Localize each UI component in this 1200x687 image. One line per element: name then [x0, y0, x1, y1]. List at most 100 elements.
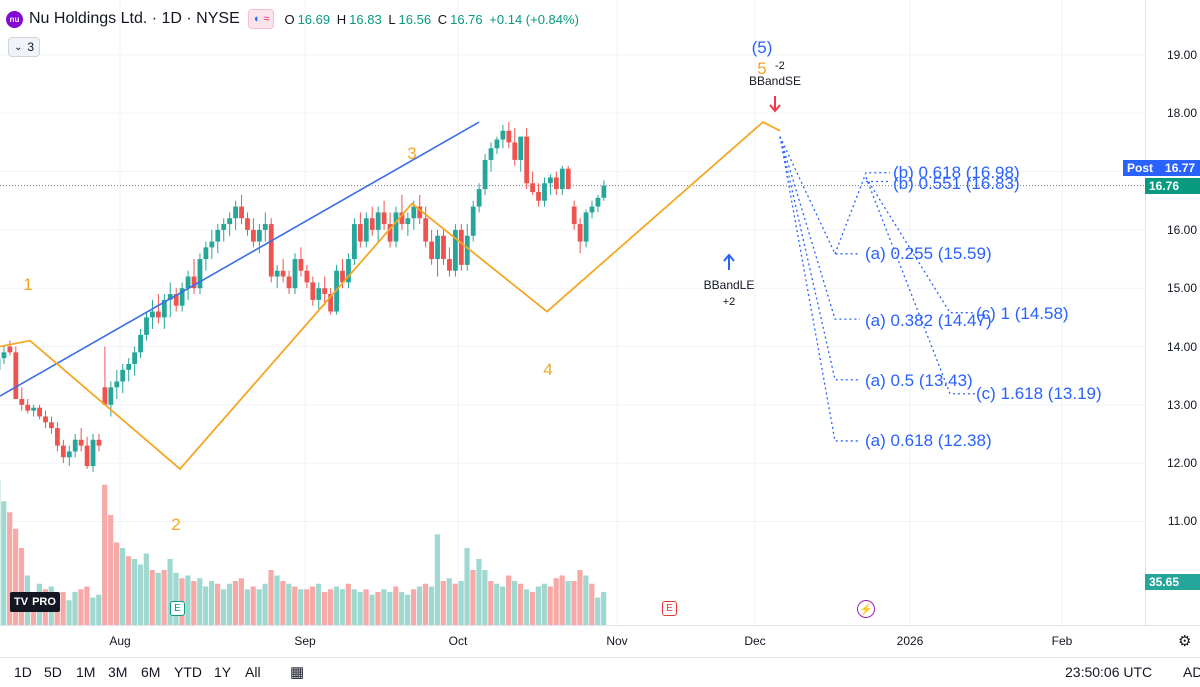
candle-body [358, 224, 363, 241]
earnings-letter: E [666, 603, 673, 614]
symbol-title[interactable]: Nu Holdings Ltd. · 1D · NYSE [29, 10, 240, 28]
price-axis[interactable]: 19.0018.0017.0016.0015.0014.0013.0012.00… [1145, 0, 1200, 625]
candle-body [55, 428, 60, 445]
candle-body [209, 242, 214, 248]
fib-level-label: (b) 0.551 (16.83) [893, 174, 1020, 193]
candle-body [120, 370, 125, 382]
range-button-1d[interactable]: 1D [14, 664, 32, 680]
candle-body [67, 451, 72, 457]
volume-bar [453, 584, 458, 625]
candle-body [204, 247, 209, 259]
candle-body [287, 277, 292, 289]
candle-body [578, 224, 583, 241]
candle-body [269, 224, 274, 276]
candle-body [530, 183, 535, 192]
wave-icon: ≈ [263, 13, 269, 25]
volume-bar [191, 581, 196, 625]
fib-level-label: (a) 0.255 (15.59) [865, 244, 992, 263]
low-value: 16.56 [399, 12, 432, 27]
volume-bar [435, 534, 440, 625]
candle-body [489, 148, 494, 160]
volume-bar [292, 587, 297, 626]
volume-value: 35.65 [1149, 575, 1179, 589]
compare-toggle[interactable]: ◖ ≈ [248, 9, 275, 29]
volume-bar [441, 581, 446, 625]
volume-bar [363, 589, 368, 625]
high-value: 16.83 [349, 12, 382, 27]
volume-bar [286, 584, 291, 625]
volume-bar [185, 576, 190, 626]
candle-body [560, 169, 565, 189]
open-label: O [284, 12, 294, 27]
settings-gear-icon[interactable]: ⚙ [1178, 632, 1191, 650]
candle-body [275, 271, 280, 277]
price-tick: 19.00 [1167, 48, 1197, 62]
range-button-5d[interactable]: 5D [44, 664, 62, 680]
candle-body [554, 177, 559, 189]
volume-bar [215, 584, 220, 625]
candle-body [114, 381, 119, 387]
volume-bar [221, 589, 226, 625]
candle-body [322, 288, 327, 294]
volume-bar [138, 565, 143, 626]
price-tick: 14.00 [1167, 340, 1197, 354]
lightning-alert-icon[interactable]: ⚡ [857, 600, 875, 618]
range-button-1m[interactable]: 1M [76, 664, 95, 680]
earnings-marker[interactable]: E [170, 601, 185, 616]
candle-body [429, 242, 434, 259]
indicators-toggle-button[interactable]: ⌄ 3 [8, 37, 40, 57]
chevron-down-icon: ⌄ [14, 42, 22, 53]
candle-body [518, 137, 523, 160]
range-button-3m[interactable]: 3M [108, 664, 127, 680]
volume-bar [524, 589, 529, 625]
range-button-ytd[interactable]: YTD [174, 664, 202, 680]
range-button-6m[interactable]: 6M [141, 664, 160, 680]
volume-bar [340, 589, 345, 625]
adjustment-toggle[interactable]: AD [1183, 664, 1200, 680]
volume-bar [280, 581, 285, 625]
volume-bar [197, 578, 202, 625]
volume-bar [322, 592, 327, 625]
tradingview-logo[interactable]: TV PRO [10, 592, 60, 612]
earnings-marker[interactable]: E [662, 601, 677, 616]
candle-body [37, 408, 42, 417]
calendar-icon[interactable]: ▦ [290, 663, 304, 681]
volume-bar [571, 581, 576, 625]
range-button-1y[interactable]: 1Y [214, 664, 231, 680]
range-button-all[interactable]: All [245, 664, 261, 680]
volume-bar [90, 598, 95, 626]
candle-body [376, 212, 381, 229]
candle-body [233, 207, 238, 219]
volume-bar [512, 581, 517, 625]
candle-body [370, 218, 375, 230]
candle-body [221, 224, 226, 230]
candle-body [299, 259, 304, 271]
candle-body [25, 405, 30, 411]
time-tick: 2026 [897, 634, 924, 648]
price-tick: 16.00 [1167, 223, 1197, 237]
wave-label-2: 2 [171, 515, 180, 534]
volume-bar [1, 501, 6, 625]
candle-body [251, 230, 256, 242]
volume-bar [387, 592, 392, 625]
half-circle-icon: ◖ [253, 13, 260, 25]
utc-clock[interactable]: 23:50:06 UTC [1065, 664, 1152, 680]
post-market-badge: Post 16.77 [1123, 160, 1200, 176]
fib-projection-line [780, 137, 860, 441]
volume-bar [96, 595, 101, 625]
candle-body [483, 160, 488, 189]
volume-bar [298, 589, 303, 625]
candle-body [73, 440, 78, 452]
candle-body [198, 259, 203, 288]
wave-label-4: 4 [543, 360, 552, 379]
volume-bar [447, 578, 452, 625]
volume-bar [500, 587, 505, 626]
volume-bar [393, 587, 398, 626]
candle-body [435, 236, 440, 259]
candle-body [495, 140, 500, 149]
time-tick: Oct [449, 634, 468, 648]
